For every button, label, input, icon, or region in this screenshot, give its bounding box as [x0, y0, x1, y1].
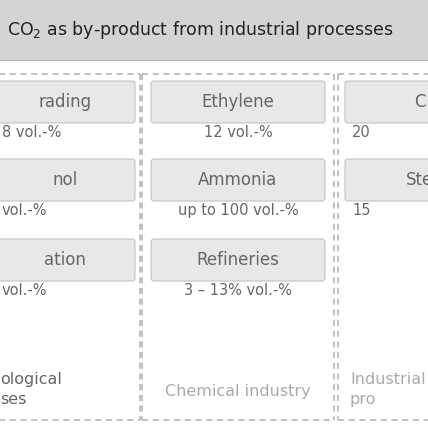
Bar: [0, 0, 428, 60]
Text: vol.-%: vol.-%: [2, 283, 48, 298]
Text: Ammonia: Ammonia: [198, 171, 278, 189]
FancyBboxPatch shape: [0, 81, 135, 123]
FancyBboxPatch shape: [151, 81, 325, 123]
Text: rading: rading: [39, 93, 92, 111]
FancyBboxPatch shape: [345, 159, 428, 201]
Text: Ste: Ste: [406, 171, 428, 189]
Text: Chemical industry: Chemical industry: [165, 384, 311, 399]
FancyBboxPatch shape: [151, 239, 325, 281]
FancyBboxPatch shape: [0, 159, 135, 201]
FancyBboxPatch shape: [0, 239, 135, 281]
Text: Refineries: Refineries: [196, 251, 279, 269]
FancyBboxPatch shape: [151, 159, 325, 201]
Text: Industrial
pro: Industrial pro: [350, 372, 425, 407]
Text: CO$_2$ as by-product from industrial processes: CO$_2$ as by-product from industrial pro…: [7, 19, 393, 41]
Text: ation: ation: [44, 251, 86, 269]
Text: ological
ses: ological ses: [0, 372, 62, 407]
Text: C: C: [414, 93, 426, 111]
Text: 8 vol.-%: 8 vol.-%: [2, 125, 61, 140]
Text: 12 vol.-%: 12 vol.-%: [204, 125, 272, 140]
Text: 3 – 13% vol.-%: 3 – 13% vol.-%: [184, 283, 292, 298]
Text: nol: nol: [52, 171, 77, 189]
Text: vol.-%: vol.-%: [2, 203, 48, 218]
Text: 15: 15: [352, 203, 371, 218]
FancyBboxPatch shape: [345, 81, 428, 123]
Text: Ethylene: Ethylene: [202, 93, 274, 111]
Text: 20: 20: [352, 125, 371, 140]
Text: up to 100 vol.-%: up to 100 vol.-%: [178, 203, 298, 218]
